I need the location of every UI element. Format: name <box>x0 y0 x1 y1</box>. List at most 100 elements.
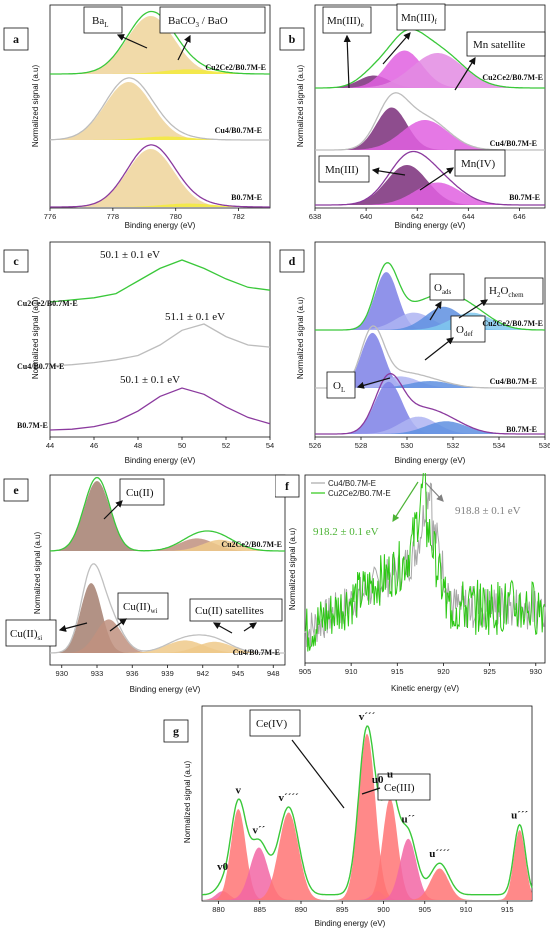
panel-b: 638 640 642 644 646 Binding energy (eV) Norm… <box>279 3 546 230</box>
panel-e: 930 933 936 939 942 945 948 Binding energy (eV… <box>3 474 286 694</box>
sample-label: Cu2Ce2/B0.7M-E <box>205 63 266 72</box>
arrow <box>424 337 454 361</box>
peak-label: v´´´ <box>359 711 376 723</box>
annotation-box <box>466 31 546 57</box>
peak-label: u´´´´ <box>429 848 450 860</box>
envelope-line <box>49 563 285 654</box>
x-tick-label: 945 <box>232 669 245 678</box>
panel-f: 905 910 915 920 925 930 Kinetic energy (eV) N… <box>275 473 546 693</box>
series-line <box>49 259 271 303</box>
plot-area <box>49 10 270 208</box>
sample-label: Cu2Ce2/B0.7M-E <box>482 319 543 328</box>
sample-label: Cu2Ce2/B0.7M-E <box>17 299 78 308</box>
x-tick-label: 528 <box>355 441 368 450</box>
annotation-box <box>249 709 301 737</box>
annotation-box <box>326 371 356 399</box>
x-axis-label: Binding energy (eV) <box>125 221 196 230</box>
x-tick-label: 905 <box>299 667 312 676</box>
x-tick-label: 640 <box>360 212 373 221</box>
x-axis-label: Binding energy (eV) <box>315 919 386 928</box>
legend-entry: Cu4/B0.7M-E <box>328 479 376 488</box>
peak-component <box>315 53 545 88</box>
y-axis-label: Normalized signal (a.u) <box>33 532 42 615</box>
annotation-box <box>454 149 506 177</box>
peak-component <box>50 538 285 551</box>
annotation-ba-l: BaL <box>92 15 109 29</box>
peak-component <box>202 809 532 900</box>
arrow <box>243 622 257 632</box>
arrow <box>103 500 123 520</box>
x-tick-label: 54 <box>266 441 274 450</box>
x-tick-label: 900 <box>377 905 390 914</box>
x-tick-label: 48 <box>134 441 142 450</box>
annotation-gray: 918.8 ± 0.1 eV <box>455 505 521 517</box>
plot-area <box>49 476 285 654</box>
x-axis-label: Binding energy (eV) <box>395 456 466 465</box>
peak-component <box>315 182 545 205</box>
x-tick-label: 642 <box>411 212 424 221</box>
sample-label: Cu2Ce2/B0.7M-E <box>482 73 543 82</box>
series-line <box>304 473 545 652</box>
x-tick-label: 644 <box>462 212 475 221</box>
x-tick-label: 534 <box>493 441 506 450</box>
x-tick-label: 925 <box>483 667 496 676</box>
arrow <box>392 481 419 523</box>
panel-c: 44 46 48 50 52 54 Binding energy (eV) Normali… <box>3 241 274 465</box>
peak-component <box>50 16 270 74</box>
axes-frame <box>314 241 546 438</box>
arrow <box>458 299 489 319</box>
annotation-box <box>484 277 544 305</box>
peak-component <box>202 733 532 900</box>
peak-label: u0 <box>372 774 384 786</box>
panel-label-box <box>279 27 305 51</box>
peak-component <box>315 381 545 434</box>
annotation-box <box>450 315 486 343</box>
annotation-cu-ii: Cu(II) <box>126 487 154 499</box>
sample-label: B0.7M-E <box>506 425 537 434</box>
peak-component <box>50 149 270 207</box>
sample-label: Cu4/B0.7M-E <box>233 648 280 657</box>
legend: Cu4/B0.7M-E Cu2Ce2/B0.7M-E <box>311 479 391 498</box>
peak-component <box>50 640 285 653</box>
annotation-mn-iv: Mn(IV) <box>461 158 496 170</box>
envelope-line <box>315 150 545 206</box>
x-tick-label: 780 <box>169 212 182 221</box>
x-tick-label: 44 <box>46 441 54 450</box>
x-tick-label: 885 <box>253 905 266 914</box>
x-tick-label: 526 <box>309 441 322 450</box>
y-axis-label: Normalized signal (a.u) <box>288 528 297 611</box>
x-tick-label: 910 <box>345 667 358 676</box>
annotation-box <box>322 6 372 34</box>
x-tick-label: 930 <box>55 669 68 678</box>
sample-label: B0.7M-E <box>17 421 48 430</box>
x-tick-label: 536 <box>539 441 550 450</box>
plot-area <box>304 473 546 652</box>
annotation-mn-satellite: Mn satellite <box>473 39 525 51</box>
peak-component <box>50 641 285 653</box>
x-tick-label: 52 <box>222 441 230 450</box>
peak-label: v´´´´ <box>279 792 299 804</box>
annotation-box <box>117 592 169 620</box>
panel-a: 776 778 780 782 Binding energy (eV) Normali… <box>3 4 271 230</box>
sample-label: Cu4/B0.7M-E <box>17 362 64 371</box>
peak-component <box>315 332 545 388</box>
panel-label: b <box>289 32 296 46</box>
x-tick-label: 915 <box>501 905 514 914</box>
envelope-line <box>49 77 270 141</box>
peak-label: u´´´ <box>511 810 528 822</box>
x-ticks: 776 778 780 782 <box>44 208 245 221</box>
annotation-ce-iv: Ce(IV) <box>256 718 287 730</box>
series-line <box>49 323 271 367</box>
x-tick-label: 939 <box>161 669 174 678</box>
x-tick-label: 895 <box>336 905 349 914</box>
annotation-box <box>83 6 123 34</box>
annotation-cu-ii-si: Cu(II)si <box>10 628 42 642</box>
peak-component <box>315 421 545 434</box>
x-tick-label: 646 <box>513 212 526 221</box>
peak-component <box>315 120 545 150</box>
series-line <box>49 387 271 431</box>
x-ticks: 44 46 48 50 52 54 <box>46 437 274 450</box>
annotation-box <box>159 6 266 34</box>
axes-frame <box>304 474 546 664</box>
y-axis-label: Normalized signal (a.u) <box>31 297 40 380</box>
